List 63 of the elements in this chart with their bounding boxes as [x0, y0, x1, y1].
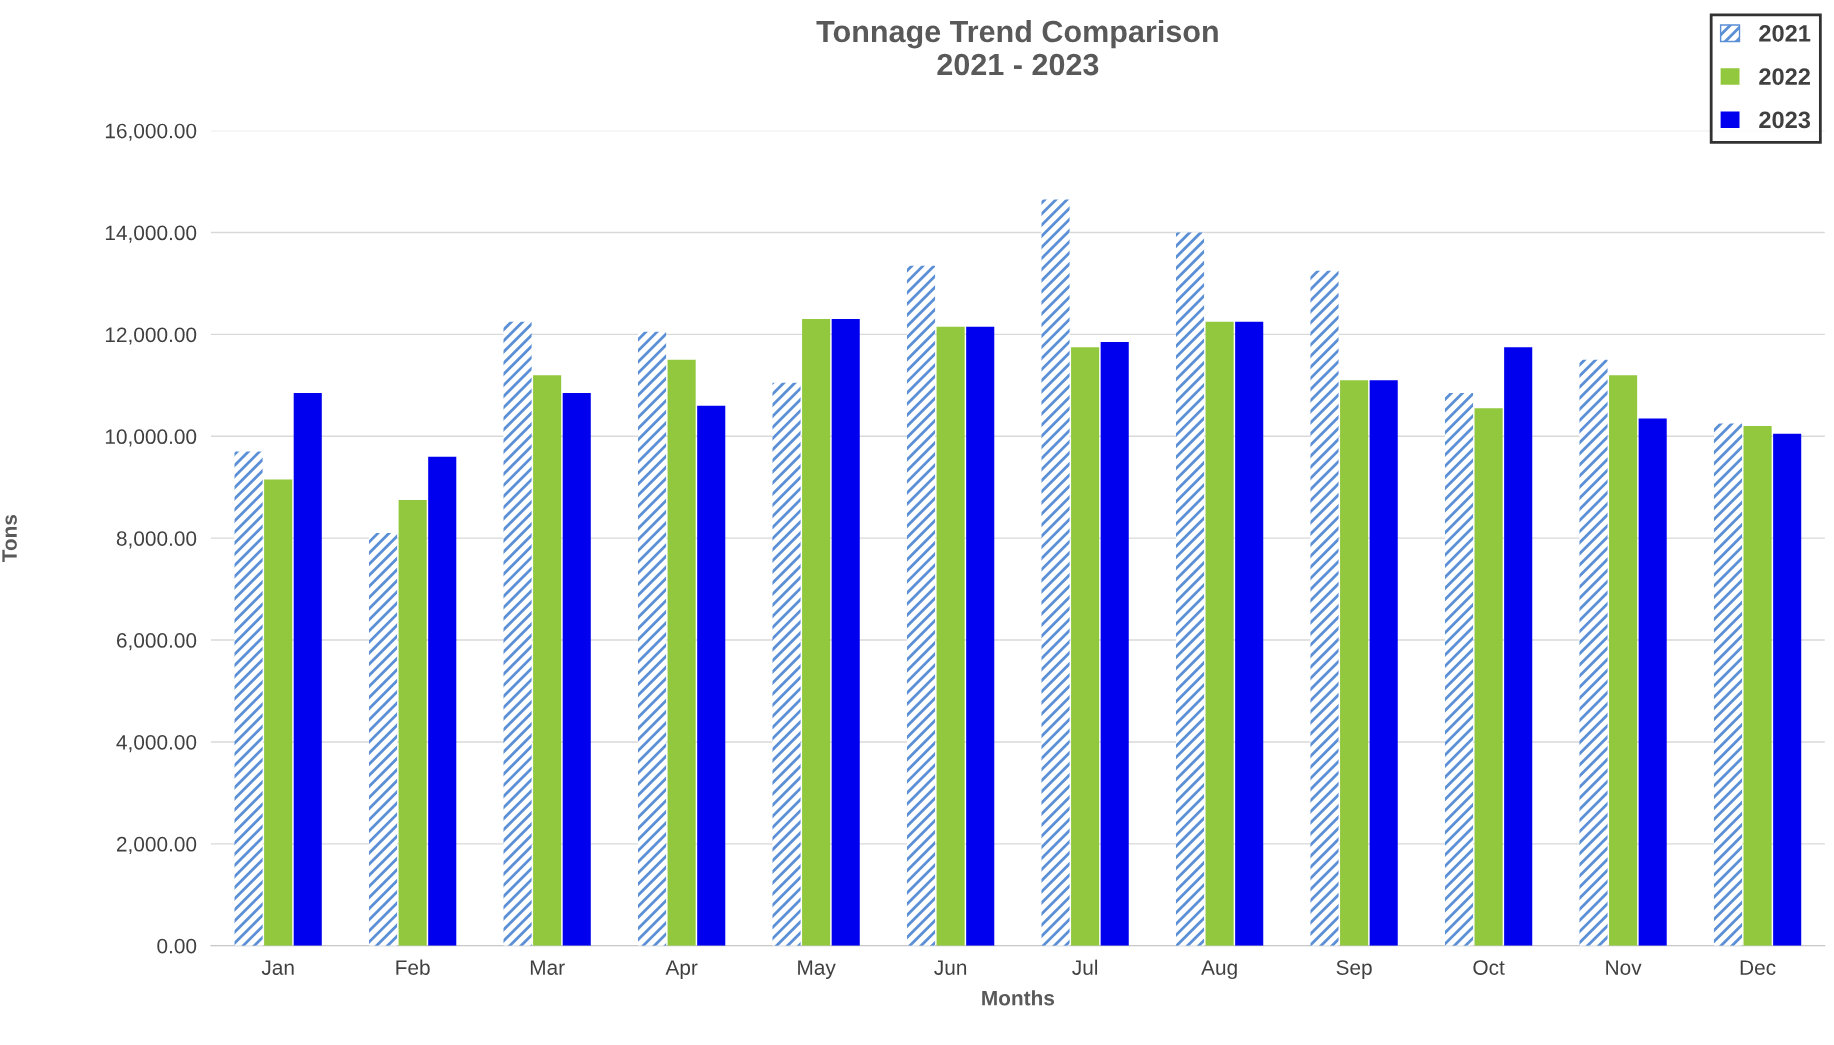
- legend-label: 2023: [1759, 111, 1811, 129]
- bar: [1071, 347, 1100, 946]
- bar: [1579, 359, 1608, 946]
- bar: [1504, 347, 1533, 946]
- y-tick-label: 10,000.00: [105, 429, 197, 447]
- x-tick-label: Jul: [1072, 959, 1098, 975]
- y-tick-label: 6,000.00: [116, 633, 197, 651]
- y-tick-label: 4,000.00: [116, 734, 197, 753]
- bar: [1100, 342, 1129, 946]
- bar: [264, 479, 293, 946]
- bar: [234, 451, 263, 946]
- bar: [802, 319, 831, 946]
- bar: [293, 392, 322, 946]
- y-tick-label: 16,000.00: [105, 123, 197, 141]
- legend-label: 2022: [1759, 68, 1810, 85]
- x-tick-label: Oct: [1473, 960, 1505, 975]
- bar: [1175, 232, 1205, 946]
- bar: [772, 382, 801, 946]
- x-tick-label: Mar: [530, 960, 565, 975]
- chart-title: Tonnage Trend Comparison 2021 - 2023: [816, 19, 1218, 76]
- bar: [562, 392, 591, 946]
- bar: [1743, 426, 1772, 946]
- bar: [667, 359, 696, 946]
- x-tick-label: Apr: [665, 960, 698, 980]
- bar: [966, 326, 995, 946]
- bar: [398, 499, 427, 946]
- y-tick-label: 14,000.00: [105, 225, 197, 243]
- bar: [831, 319, 860, 946]
- bar: [906, 265, 936, 946]
- x-tick-label: Feb: [396, 959, 430, 975]
- bar: [1205, 321, 1234, 946]
- x-tick-label: Aug: [1201, 960, 1237, 980]
- bar: [936, 326, 965, 946]
- bar: [1773, 433, 1802, 946]
- x-tick-label: Sep: [1336, 960, 1372, 980]
- bar: [697, 405, 726, 946]
- bar: [1638, 418, 1667, 946]
- x-tick-label: Dec: [1740, 960, 1776, 975]
- y-tick-label: 12,000.00: [105, 327, 197, 345]
- bar: [1310, 270, 1339, 946]
- y-axis-title: Tons: [2, 514, 17, 563]
- bar: [533, 375, 562, 946]
- bar: [1369, 380, 1398, 946]
- bar: [637, 331, 667, 946]
- bar: [1474, 408, 1503, 946]
- bar: [1340, 380, 1369, 946]
- x-axis-title: Months: [982, 990, 1055, 1006]
- bar: [1041, 199, 1070, 946]
- bar: [428, 456, 457, 946]
- x-tick-label: Nov: [1606, 960, 1642, 975]
- bar: [1235, 321, 1264, 946]
- y-tick-label: 0.00: [157, 938, 197, 954]
- x-tick-label: Jan: [261, 960, 294, 975]
- legend-label: 2021: [1759, 25, 1811, 42]
- bar: [1444, 392, 1474, 946]
- bar: [503, 321, 532, 946]
- x-tick-label: Jun: [934, 960, 967, 975]
- bar: [1609, 375, 1638, 946]
- y-tick-label: 2,000.00: [116, 836, 197, 855]
- bar: [369, 533, 398, 946]
- y-tick-label: 8,000.00: [116, 531, 197, 549]
- x-tick-label: May: [798, 960, 836, 980]
- bar: [1713, 423, 1743, 946]
